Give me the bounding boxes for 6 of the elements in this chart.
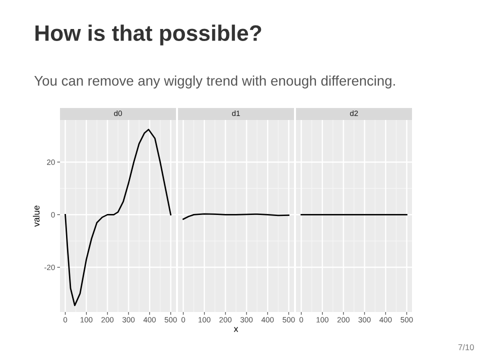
y-axis-title: value bbox=[32, 206, 40, 227]
text: How is that possible? bbox=[35, 24, 262, 46]
line-series bbox=[64, 128, 172, 306]
text: 7/10 bbox=[458, 344, 474, 350]
x-axis-title: x bbox=[234, 327, 238, 332]
text: You can remove any wiggly trend with enough differencing. bbox=[34, 76, 395, 88]
